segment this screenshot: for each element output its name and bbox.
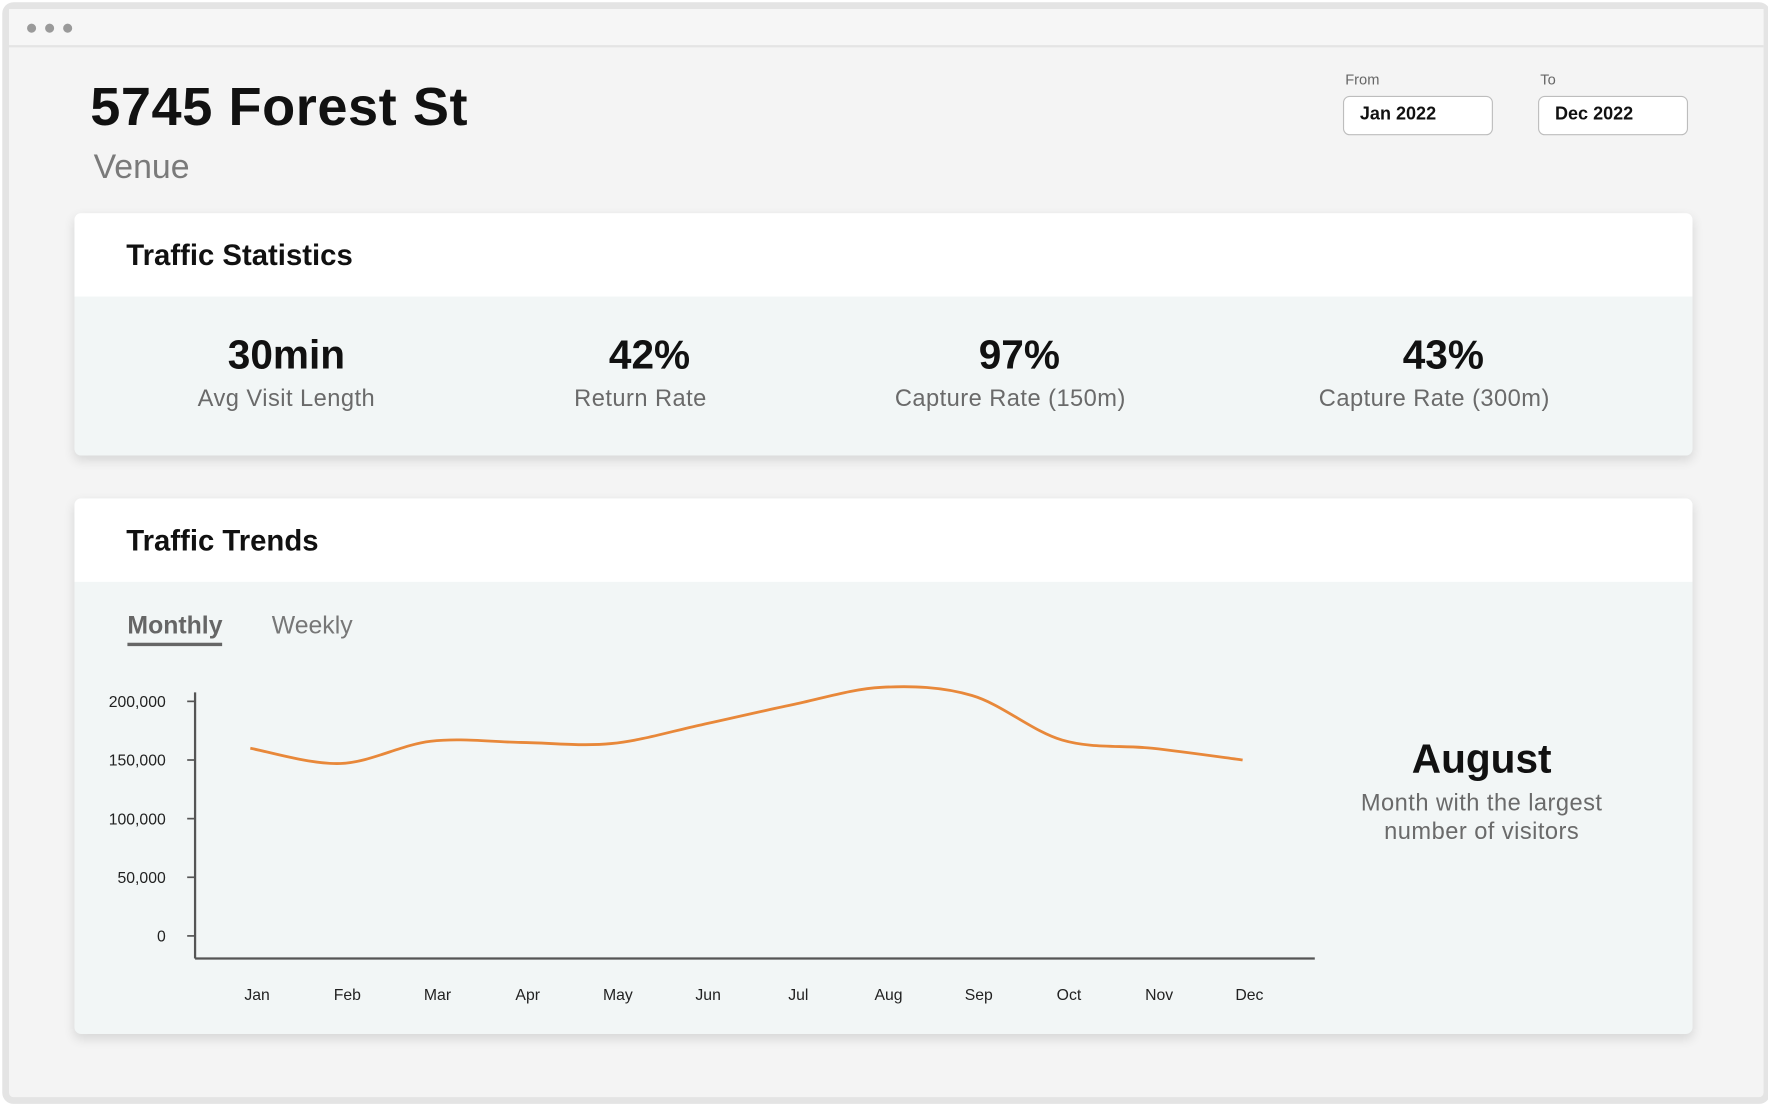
peak-month-value: August (1411, 735, 1552, 782)
tab-weekly[interactable]: Weekly (271, 611, 353, 640)
window-dot-icon[interactable] (63, 23, 73, 33)
traffic-line-chart: 0 50,000 100,000 150,000 200,000 Jan Feb Mar Ap… (109, 685, 1315, 1004)
peak-month-label: Month with the largest number of visitor… (1329, 789, 1633, 845)
y-tick-label: 150,000 (109, 753, 166, 770)
y-tick-label: 0 (157, 929, 166, 946)
x-tick-label: Aug (875, 987, 903, 1004)
series-line (250, 685, 1243, 765)
card-header: Traffic Statistics (74, 213, 1693, 297)
stat-value: 42% (608, 331, 691, 378)
peak-month-label-line: Month with the largest (1360, 790, 1603, 817)
stat-avg-visit-length: 30min Avg Visit Length (106, 332, 467, 413)
window-dot-icon[interactable] (45, 23, 55, 33)
y-tick-label: 50,000 (118, 870, 166, 887)
x-tick-label: Oct (1057, 987, 1082, 1004)
x-tick-label: Sep (965, 987, 993, 1004)
from-date-input[interactable]: Jan 2022 (1342, 95, 1493, 136)
x-tick-label: Mar (424, 987, 451, 1004)
card-header: Traffic Trends (74, 498, 1693, 582)
x-tick-label: Jun (695, 987, 720, 1004)
x-tick-label: Jul (788, 987, 808, 1004)
window-titlebar (9, 9, 1764, 48)
x-tick-label: Feb (334, 987, 361, 1004)
stat-return-rate: 42% Return Rate (460, 332, 821, 413)
x-tick-label: Dec (1235, 987, 1263, 1004)
to-date-input[interactable]: Dec 2022 (1538, 95, 1689, 136)
traffic-trends-card: Traffic Trends Monthly Weekly 0 50,000 100… (74, 498, 1693, 1035)
traffic-statistics-card: Traffic Statistics 30min Avg Visit Lengt… (74, 213, 1693, 456)
page-subtitle: Venue (93, 148, 190, 187)
stat-value: 97% (978, 331, 1060, 378)
stat-capture-rate-150m: 97% Capture Rate (150m) (830, 332, 1191, 413)
peak-month-highlight: August Month with the largest number of … (1329, 735, 1633, 846)
stat-value: 30min (227, 331, 346, 378)
stat-value: 43% (1402, 331, 1484, 378)
window-dot-icon[interactable] (27, 23, 37, 33)
y-tick-label: 100,000 (109, 811, 166, 828)
card-title: Traffic Statistics (126, 237, 353, 272)
stat-label: Capture Rate (150m) (894, 385, 1126, 412)
stat-label: Return Rate (574, 385, 707, 412)
from-label: From (1345, 71, 1380, 88)
x-tick-label: May (603, 987, 633, 1004)
y-tick-label: 200,000 (109, 694, 166, 711)
x-tick-label: Nov (1145, 987, 1173, 1004)
x-tick-label: Jan (244, 987, 269, 1004)
tab-monthly[interactable]: Monthly (127, 611, 223, 647)
stat-label: Avg Visit Length (197, 385, 376, 412)
page-title: 5745 Forest St (90, 77, 469, 138)
stat-capture-rate-300m: 43% Capture Rate (300m) (1254, 332, 1615, 413)
card-title: Traffic Trends (126, 523, 319, 558)
stat-label: Capture Rate (300m) (1318, 385, 1550, 412)
to-label: To (1540, 71, 1556, 88)
peak-month-label-line: number of visitors (1384, 818, 1580, 845)
x-tick-label: Apr (515, 987, 540, 1004)
